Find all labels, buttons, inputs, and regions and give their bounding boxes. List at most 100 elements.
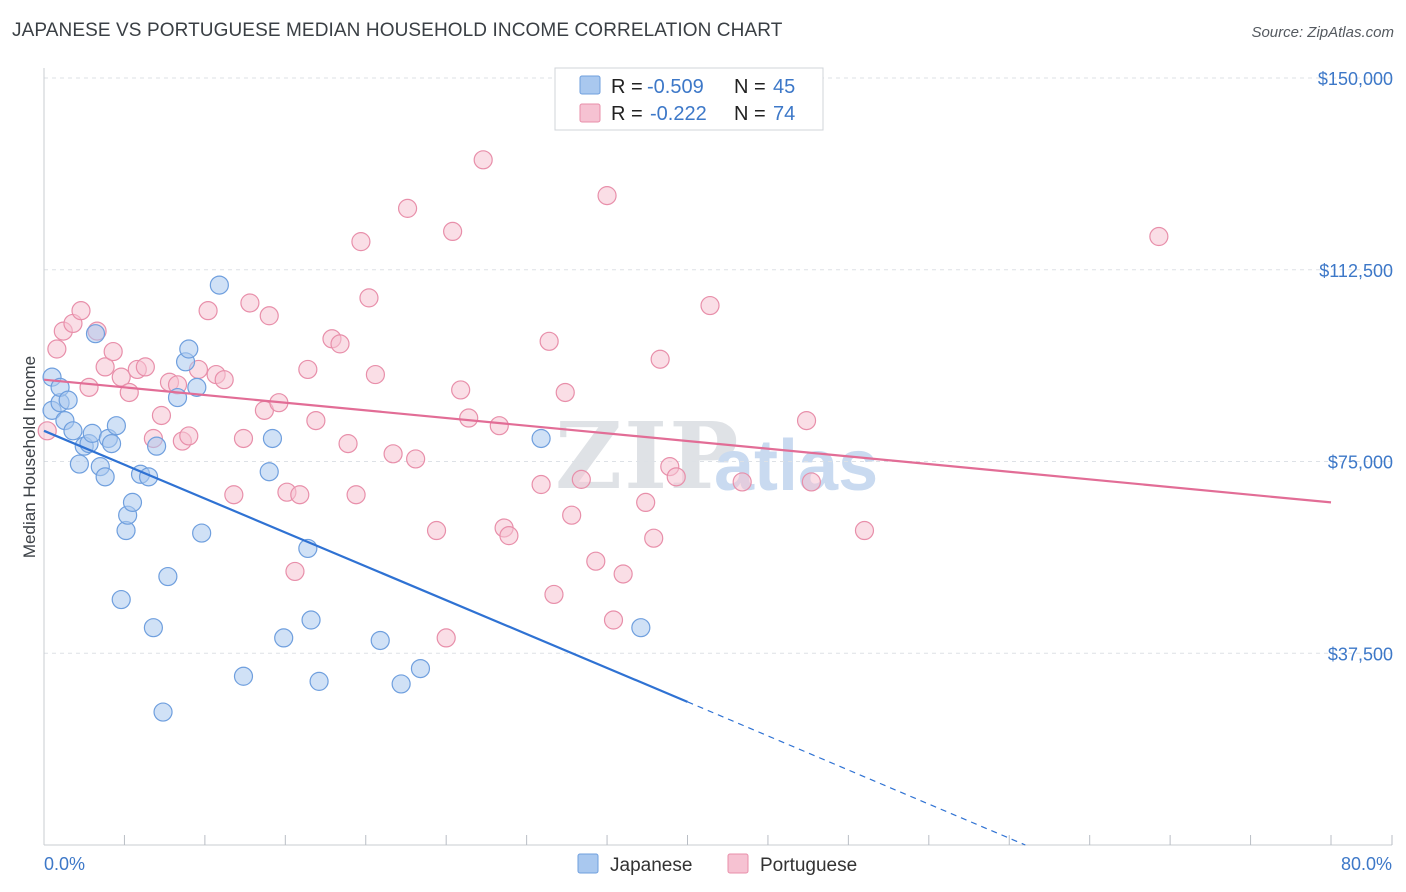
data-point-japanese [95, 467, 115, 487]
x-tick-marks [123, 835, 1393, 845]
data-point-japanese [111, 589, 131, 610]
data-point-portuguese [597, 186, 617, 206]
data-point-japanese [209, 275, 229, 295]
data-point-japanese [147, 436, 167, 456]
legend-r-value-japanese: -0.509 [647, 76, 704, 98]
data-point-portuguese [732, 472, 752, 492]
data-point-portuguese [103, 341, 123, 362]
legend-r-label-portuguese: R = [611, 103, 643, 125]
data-point-portuguese [613, 564, 633, 584]
data-point-portuguese [473, 150, 493, 170]
data-point-portuguese [37, 421, 57, 441]
data-point-portuguese [650, 349, 670, 369]
data-point-portuguese [459, 408, 479, 428]
bottom-legend-swatch-japanese [577, 853, 599, 874]
data-point-portuguese [854, 520, 875, 541]
y-tick-label: $75,000 [1328, 453, 1393, 473]
series-portuguese-points [37, 150, 1169, 648]
data-point-japanese [106, 416, 126, 436]
gridlines [44, 77, 1392, 654]
data-point-portuguese [436, 628, 456, 648]
data-point-japanese [410, 658, 431, 679]
data-point-portuguese [796, 410, 817, 431]
data-point-portuguese [603, 610, 624, 630]
data-point-portuguese [451, 380, 471, 400]
data-point-japanese [58, 390, 78, 410]
data-point-portuguese [290, 485, 310, 505]
data-point-japanese [309, 671, 329, 691]
data-point-portuguese [214, 370, 234, 390]
data-point-portuguese [151, 405, 172, 426]
data-point-japanese [122, 492, 143, 513]
trend-line-portuguese [43, 378, 1332, 504]
legend-box: R = -0.509 N = 45 R = -0.222 N = 74 [554, 67, 824, 131]
data-point-japanese [391, 674, 411, 694]
trend-lines [43, 378, 1332, 846]
legend-r-value-portuguese: -0.222 [650, 103, 707, 125]
data-point-portuguese [666, 467, 686, 487]
data-point-portuguese [562, 505, 582, 525]
bottom-legend: Japanese Portuguese [577, 853, 857, 876]
data-point-portuguese [539, 331, 559, 351]
data-point-portuguese [636, 492, 656, 513]
data-point-portuguese [489, 416, 509, 436]
chart-title: JAPANESE VS PORTUGUESE MEDIAN HOUSEHOLD … [12, 20, 783, 41]
data-point-japanese [301, 610, 321, 630]
data-point-japanese [101, 434, 122, 454]
y-tick-label: $112,500 [1319, 261, 1393, 281]
data-point-portuguese [95, 357, 115, 377]
bottom-legend-swatch-portuguese [727, 853, 749, 874]
bottom-legend-label-japanese: Japanese [610, 855, 692, 876]
legend-swatch-japanese [579, 75, 601, 95]
data-point-japanese [233, 666, 254, 686]
data-point-portuguese [135, 357, 155, 377]
trend-line-japanese [43, 429, 688, 703]
data-point-japanese [259, 462, 279, 482]
data-point-portuguese [298, 359, 318, 380]
data-point-portuguese [397, 198, 418, 218]
data-point-japanese [63, 421, 83, 441]
data-point-portuguese [571, 469, 591, 489]
data-point-portuguese [259, 306, 279, 326]
data-point-portuguese [365, 364, 386, 385]
data-point-portuguese [426, 520, 447, 541]
data-point-japanese [158, 566, 178, 587]
data-point-portuguese [644, 528, 664, 548]
data-point-portuguese [306, 410, 326, 431]
source-credit: Source: ZipAtlas.com [1251, 24, 1394, 41]
data-point-japanese [192, 523, 212, 543]
data-point-japanese [531, 428, 551, 449]
data-point-portuguese [406, 449, 426, 469]
data-point-portuguese [359, 288, 379, 308]
data-point-portuguese [179, 426, 199, 446]
data-point-portuguese [499, 526, 519, 546]
data-point-japanese [143, 618, 163, 638]
data-point-japanese [262, 428, 283, 449]
data-point-portuguese [346, 485, 366, 505]
legend-r-label-japanese: R = [611, 76, 643, 98]
data-point-japanese [153, 702, 173, 722]
data-point-portuguese [531, 474, 551, 495]
data-point-portuguese [801, 472, 821, 492]
legend-n-value-japanese: 45 [773, 76, 795, 98]
data-point-japanese [179, 339, 199, 359]
x-tick-label-max: 80.0% [1341, 854, 1392, 874]
y-tick-label: $150,000 [1318, 69, 1393, 89]
trend-line-extension-japanese [687, 701, 1026, 846]
series-japanese-points [42, 275, 651, 722]
data-point-portuguese [71, 301, 91, 321]
data-point-japanese [274, 628, 294, 648]
data-point-portuguese [700, 295, 720, 316]
data-point-portuguese [285, 561, 305, 582]
data-point-portuguese [79, 377, 99, 397]
legend-n-label-japanese: N = [734, 76, 766, 98]
watermark-atlas: atlas [714, 426, 878, 506]
y-tick-labels: $37,500 $75,000 $112,500 $150,000 [1318, 69, 1393, 664]
data-point-japanese [370, 630, 390, 651]
data-point-portuguese [198, 301, 218, 321]
data-point-portuguese [233, 428, 254, 449]
data-point-japanese [631, 618, 651, 638]
data-point-portuguese [330, 334, 350, 354]
x-tick-label-min: 0.0% [44, 854, 85, 874]
data-point-portuguese [555, 382, 575, 403]
